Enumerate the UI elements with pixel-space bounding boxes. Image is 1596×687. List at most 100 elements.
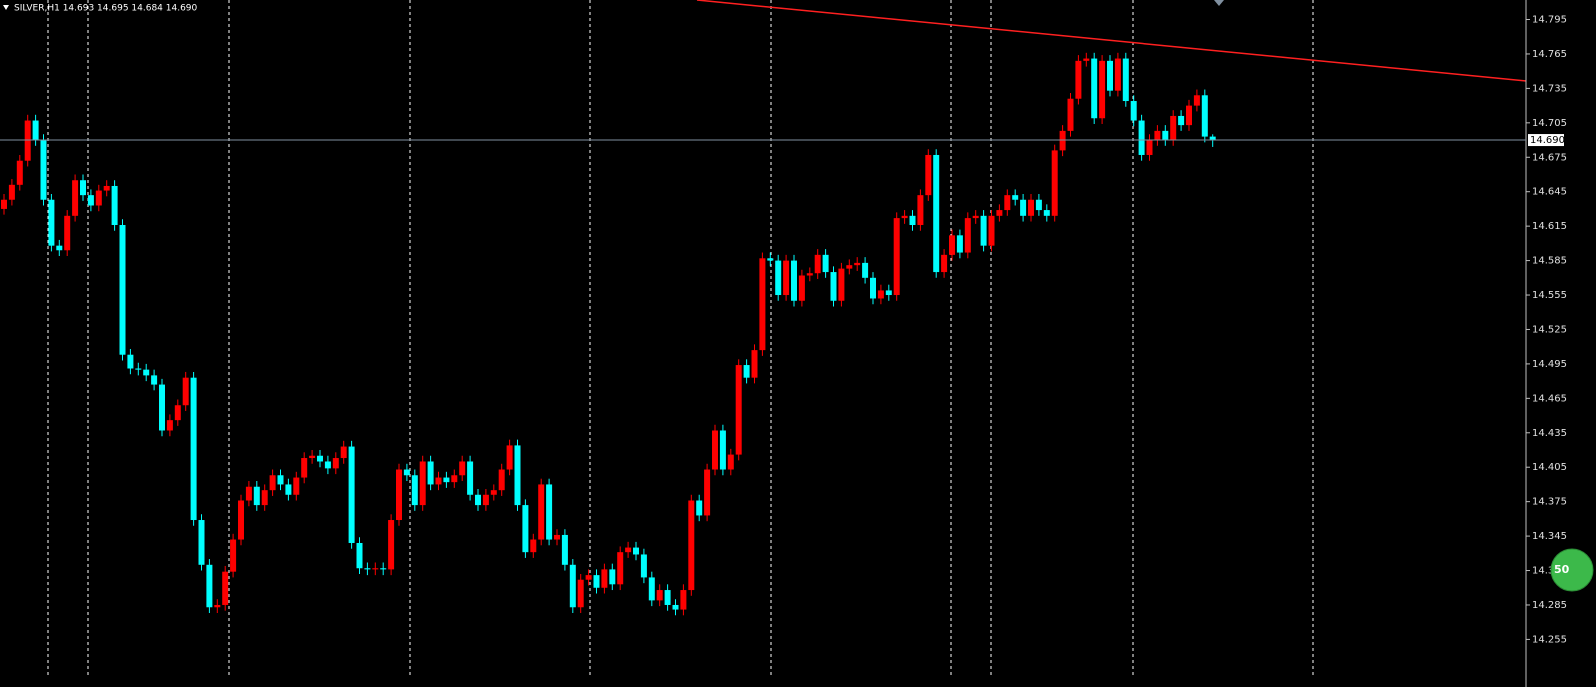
candle-body	[956, 235, 963, 253]
candle-body	[190, 377, 197, 521]
candle-body	[964, 218, 971, 253]
candle-body	[767, 258, 774, 261]
candle-body	[230, 539, 237, 572]
candle-body	[166, 420, 173, 431]
candle-body	[617, 552, 624, 585]
y-tick-label: 14.405	[1532, 462, 1567, 473]
candle-body	[214, 604, 221, 608]
candle-body	[293, 477, 300, 495]
chart-title: SILVER,H1 14.693 14.695 14.684 14.690	[14, 4, 198, 14]
candle-body	[1193, 95, 1200, 106]
candle-body	[775, 260, 782, 296]
candle-body	[1186, 105, 1192, 126]
candle-body	[1004, 195, 1011, 211]
candle-body	[648, 577, 655, 601]
candle-body	[522, 505, 529, 553]
candle-body	[419, 461, 426, 506]
candle-body	[127, 354, 134, 369]
badge-label[interactable]: 50	[1554, 563, 1570, 576]
candle-body	[885, 290, 892, 296]
candle-body	[1028, 199, 1034, 216]
candle-body	[1146, 140, 1153, 155]
y-tick-label: 14.345	[1532, 531, 1567, 542]
candle-body	[546, 484, 553, 540]
candle-body	[672, 604, 679, 610]
candle-body	[569, 564, 576, 608]
candle-body	[814, 254, 821, 274]
candle-body	[435, 477, 442, 485]
y-tick-label: 14.375	[1532, 497, 1567, 508]
current-price-box	[1528, 134, 1564, 147]
candle-body	[925, 154, 932, 196]
candle-body	[941, 254, 948, 273]
candle-body	[111, 185, 118, 225]
candle-body	[245, 486, 252, 501]
candle-body	[332, 458, 339, 469]
y-tick-label: 14.255	[1532, 634, 1567, 645]
candle-body	[277, 475, 284, 485]
candle-body	[285, 484, 292, 495]
candle-body	[24, 120, 31, 161]
candle-body	[972, 215, 979, 219]
candle-body	[830, 272, 837, 301]
candle-body	[538, 484, 545, 540]
candle-body	[846, 265, 853, 269]
y-tick-label: 14.465	[1532, 393, 1567, 404]
candle-body	[356, 542, 363, 569]
candle-body	[269, 475, 276, 491]
candle-body	[482, 494, 489, 506]
candle-body	[301, 458, 308, 478]
candle-body	[32, 120, 39, 141]
candle-body	[72, 180, 79, 216]
candle-body	[1178, 115, 1185, 126]
marker	[1214, 0, 1224, 6]
candle-body	[838, 268, 845, 301]
candle-body	[996, 210, 1003, 216]
candle-body	[182, 377, 189, 406]
candle-body	[633, 547, 639, 555]
candle-body	[506, 445, 513, 470]
candle-body	[80, 180, 86, 196]
candle-body	[751, 350, 758, 378]
candle-body	[222, 571, 229, 605]
candle-body	[625, 547, 632, 553]
candle-body	[712, 430, 718, 470]
candles	[1, 52, 1216, 616]
candle-body	[806, 273, 813, 276]
candle-body	[688, 500, 695, 591]
candle-body	[1020, 199, 1027, 216]
candle-body	[554, 534, 560, 540]
candle-body	[1107, 60, 1113, 91]
candle-body	[609, 569, 616, 585]
y-tick-label: 14.765	[1532, 49, 1567, 60]
trend-line	[696, 0, 1527, 82]
price-axis: 14.795 14.765 14.735 14.705 14.675 14.645 14.6…	[1526, 15, 1567, 645]
candle-body	[988, 215, 995, 246]
candle-body	[372, 568, 379, 570]
candle-body	[1154, 130, 1161, 141]
y-tick-label: 14.315	[1532, 566, 1567, 577]
candle-body	[324, 461, 331, 469]
candle-body	[364, 568, 371, 570]
menu-arrow[interactable]	[3, 5, 9, 10]
candle-body	[56, 245, 63, 251]
candle-body	[704, 469, 711, 516]
current-price-label: 14.690	[1530, 135, 1565, 146]
candle-body	[40, 140, 47, 200]
candle-body	[664, 590, 671, 605]
candle-body	[1067, 98, 1074, 131]
candle-body	[1162, 130, 1169, 141]
candle-body	[514, 445, 521, 506]
candle-body	[727, 454, 734, 470]
candle-body	[64, 215, 71, 251]
candle-body	[917, 195, 924, 225]
y-tick-label: 14.285	[1532, 600, 1567, 611]
badge[interactable]	[1550, 548, 1594, 592]
candle-body	[135, 368, 142, 370]
candle-body	[743, 365, 750, 378]
candle-body	[1051, 150, 1058, 216]
candle-body	[577, 579, 584, 608]
candle-body	[348, 446, 355, 543]
candle-body	[340, 446, 347, 459]
